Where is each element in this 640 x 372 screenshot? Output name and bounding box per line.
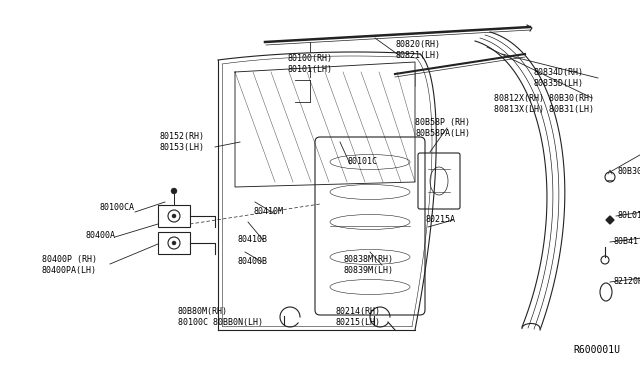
Ellipse shape xyxy=(600,283,612,301)
Circle shape xyxy=(601,256,609,264)
Circle shape xyxy=(171,188,177,194)
Text: 80100CA: 80100CA xyxy=(100,203,135,212)
Circle shape xyxy=(168,237,180,249)
Text: 80838M(RH)
80839M(LH): 80838M(RH) 80839M(LH) xyxy=(344,255,394,275)
Bar xyxy=(158,205,190,227)
Text: 80410B: 80410B xyxy=(238,234,268,244)
Text: 80101C: 80101C xyxy=(348,157,378,167)
Text: 80820(RH)
80821(LH): 80820(RH) 80821(LH) xyxy=(395,40,440,60)
Polygon shape xyxy=(606,216,614,224)
Text: 80B41: 80B41 xyxy=(614,237,639,247)
Text: 80B80M(RH)
80100C 80BB0N(LH): 80B80M(RH) 80100C 80BB0N(LH) xyxy=(178,307,263,327)
Text: 80B58P (RH)
80B58PA(LH): 80B58P (RH) 80B58PA(LH) xyxy=(415,118,470,138)
Text: 80B30A: 80B30A xyxy=(617,167,640,176)
Text: 80812X(RH) 80B30(RH)
80813X(LH) 80B31(LH): 80812X(RH) 80B30(RH) 80813X(LH) 80B31(LH… xyxy=(494,94,594,114)
Text: 80214(RH)
80215(LH): 80214(RH) 80215(LH) xyxy=(335,307,380,327)
Circle shape xyxy=(172,214,176,218)
Text: 80152(RH)
80153(LH): 80152(RH) 80153(LH) xyxy=(159,132,204,152)
Bar xyxy=(158,232,190,254)
Text: 80410M: 80410M xyxy=(253,206,283,215)
Text: 80400B: 80400B xyxy=(238,257,268,266)
Text: 80400P (RH)
80400PA(LH): 80400P (RH) 80400PA(LH) xyxy=(42,255,97,275)
Text: 80400A: 80400A xyxy=(85,231,115,241)
Circle shape xyxy=(172,241,176,245)
Circle shape xyxy=(168,210,180,222)
Circle shape xyxy=(605,172,615,182)
Text: 80100(RH)
80101(LH): 80100(RH) 80101(LH) xyxy=(287,54,333,74)
Text: 80215A: 80215A xyxy=(425,215,455,224)
Text: 80834D(RH)
80835D(LH): 80834D(RH) 80835D(LH) xyxy=(534,68,584,88)
Text: 82120H: 82120H xyxy=(614,278,640,286)
Text: 80L01G: 80L01G xyxy=(618,212,640,221)
Text: R600001U: R600001U xyxy=(573,345,620,355)
